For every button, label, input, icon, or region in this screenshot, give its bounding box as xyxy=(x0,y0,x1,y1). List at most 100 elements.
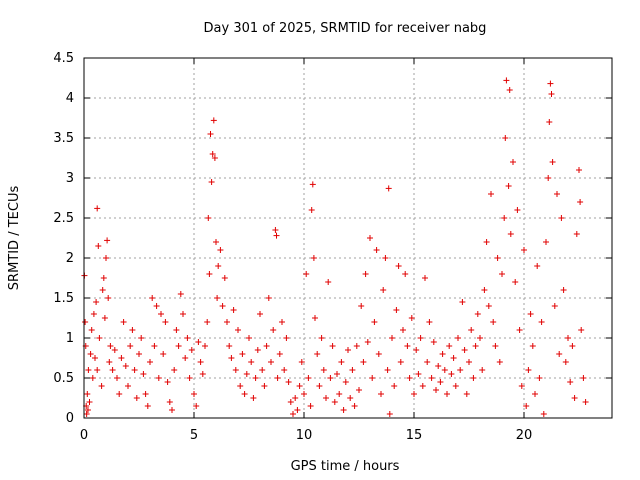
data-point xyxy=(312,315,318,321)
data-point xyxy=(88,327,95,333)
data-point xyxy=(578,327,585,333)
data-point xyxy=(158,311,164,317)
data-point xyxy=(362,271,369,277)
data-point xyxy=(92,355,98,361)
data-point xyxy=(207,131,214,137)
data-point xyxy=(197,359,204,365)
data-point xyxy=(180,311,186,317)
data-point xyxy=(565,335,571,341)
data-point xyxy=(210,117,217,124)
data-point xyxy=(433,387,439,393)
data-point xyxy=(93,299,100,305)
data-point xyxy=(177,291,184,297)
data-point xyxy=(214,295,221,301)
data-point xyxy=(285,379,292,385)
data-point xyxy=(248,359,255,365)
data-point xyxy=(560,287,567,293)
data-point xyxy=(496,359,503,365)
data-point xyxy=(301,391,307,397)
data-point xyxy=(452,383,459,389)
data-point xyxy=(371,319,378,325)
data-point xyxy=(477,335,483,341)
data-point xyxy=(211,155,218,161)
data-point xyxy=(138,335,145,341)
data-point xyxy=(404,343,411,349)
y-tick-label: 4.5 xyxy=(53,51,74,66)
data-point xyxy=(364,339,371,345)
plot-frame xyxy=(83,57,613,419)
data-point xyxy=(209,151,216,157)
data-point xyxy=(472,343,479,349)
data-point xyxy=(546,119,553,125)
data-point xyxy=(85,367,92,373)
data-point xyxy=(580,375,587,381)
data-point xyxy=(142,391,149,397)
data-point xyxy=(450,355,457,361)
data-point xyxy=(419,383,426,389)
data-point xyxy=(569,343,576,349)
data-point xyxy=(109,367,116,373)
data-point xyxy=(239,351,246,357)
data-point xyxy=(426,319,433,325)
data-point xyxy=(549,159,556,165)
data-point xyxy=(547,80,554,87)
data-point xyxy=(107,343,114,349)
data-point xyxy=(224,319,230,325)
data-point xyxy=(188,347,195,353)
data-point xyxy=(562,359,569,365)
data-point xyxy=(182,355,189,361)
y-tick-labels: 0 0.5 1 1.5 2 2.5 3 3.5 4 4.5 xyxy=(53,51,74,426)
y-tick-label: 4 xyxy=(66,91,74,106)
data-point xyxy=(308,207,315,213)
data-point xyxy=(391,383,398,389)
data-point xyxy=(349,367,356,373)
data-point xyxy=(448,371,455,377)
data-point xyxy=(265,295,272,301)
data-point xyxy=(268,359,274,365)
data-point xyxy=(373,247,380,253)
data-point xyxy=(538,319,545,325)
data-point xyxy=(529,343,536,349)
data-point xyxy=(296,383,303,389)
data-point xyxy=(514,207,521,213)
data-point xyxy=(86,399,93,405)
data-point xyxy=(151,343,158,349)
data-point xyxy=(250,395,257,401)
data-point xyxy=(331,399,338,405)
data-point xyxy=(199,371,206,377)
data-point xyxy=(523,403,530,409)
data-point xyxy=(213,239,219,245)
data-point xyxy=(459,299,466,305)
data-point xyxy=(485,303,492,309)
x-tick-label: 0 xyxy=(80,428,88,443)
data-point xyxy=(543,239,549,245)
data-point xyxy=(577,199,584,205)
data-point xyxy=(336,391,343,397)
data-point xyxy=(545,175,552,181)
data-point xyxy=(261,383,268,389)
data-point xyxy=(274,375,281,381)
data-point xyxy=(257,311,263,317)
data-point xyxy=(345,347,351,353)
data-point xyxy=(217,247,224,253)
axis-ticks xyxy=(83,57,612,419)
x-tick-label: 10 xyxy=(296,428,313,443)
x-tick-label: 5 xyxy=(190,428,198,443)
data-point xyxy=(492,343,499,349)
data-point xyxy=(84,391,91,397)
data-point xyxy=(463,391,470,397)
data-point xyxy=(153,303,160,309)
data-point xyxy=(95,243,102,249)
data-point xyxy=(334,371,340,377)
data-point xyxy=(235,327,241,333)
data-point xyxy=(106,359,113,365)
data-point xyxy=(103,255,109,261)
data-point xyxy=(534,263,541,269)
data-point xyxy=(512,279,519,285)
data-point xyxy=(273,232,280,239)
data-point xyxy=(219,303,226,309)
data-point xyxy=(479,367,486,373)
data-point xyxy=(133,395,140,401)
data-point xyxy=(413,347,420,353)
